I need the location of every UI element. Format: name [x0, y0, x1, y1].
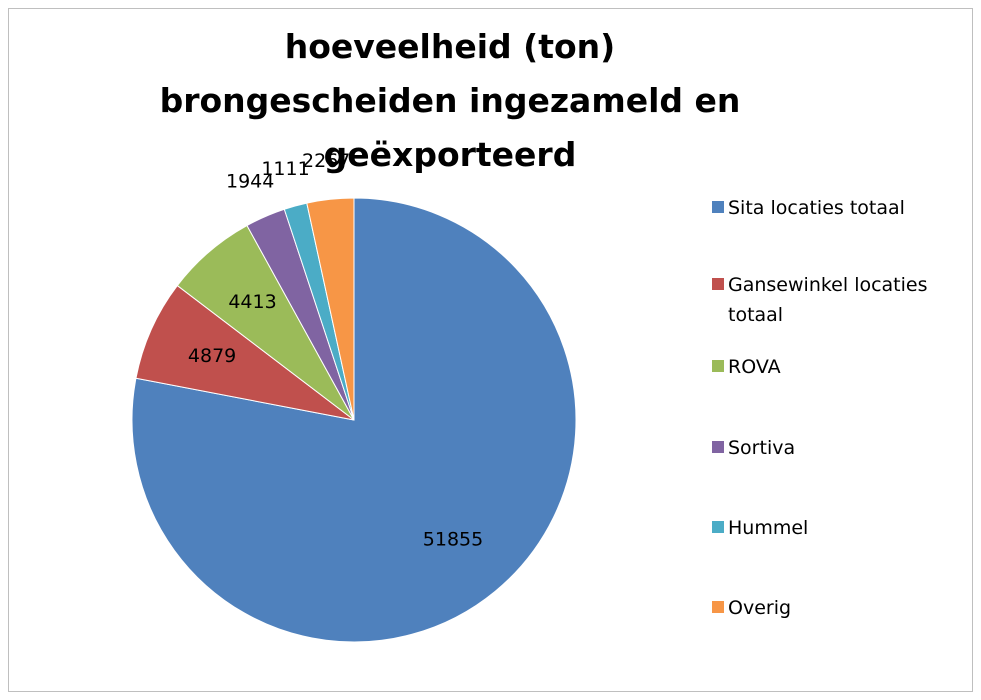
pie-slice — [135, 284, 355, 421]
legend-label: Hummel — [728, 517, 809, 539]
legend-label: ROVA — [728, 356, 781, 378]
pie-slice — [306, 197, 355, 421]
legend-swatch — [712, 360, 724, 372]
legend-label: Gansewinkel locaties totaal — [728, 274, 928, 326]
chart-title: hoeveelheid (ton) brongescheiden ingezam… — [159, 27, 741, 174]
data-label: 4413 — [228, 291, 276, 313]
legend-label: Overig — [728, 597, 792, 619]
data-label: 1111 — [261, 158, 309, 180]
data-label: 4879 — [188, 345, 236, 367]
legend-label: Sortiva — [728, 437, 796, 459]
legend-swatch — [712, 521, 724, 533]
legend-swatch — [712, 201, 724, 213]
data-label: 1944 — [226, 170, 274, 192]
data-label: 51855 — [423, 528, 483, 550]
data-label: 2267 — [302, 150, 350, 172]
legend-swatch — [712, 278, 724, 290]
legend-swatch — [712, 601, 724, 613]
legend-label: Sita locaties totaal — [728, 197, 905, 219]
legend-swatch — [712, 441, 724, 453]
